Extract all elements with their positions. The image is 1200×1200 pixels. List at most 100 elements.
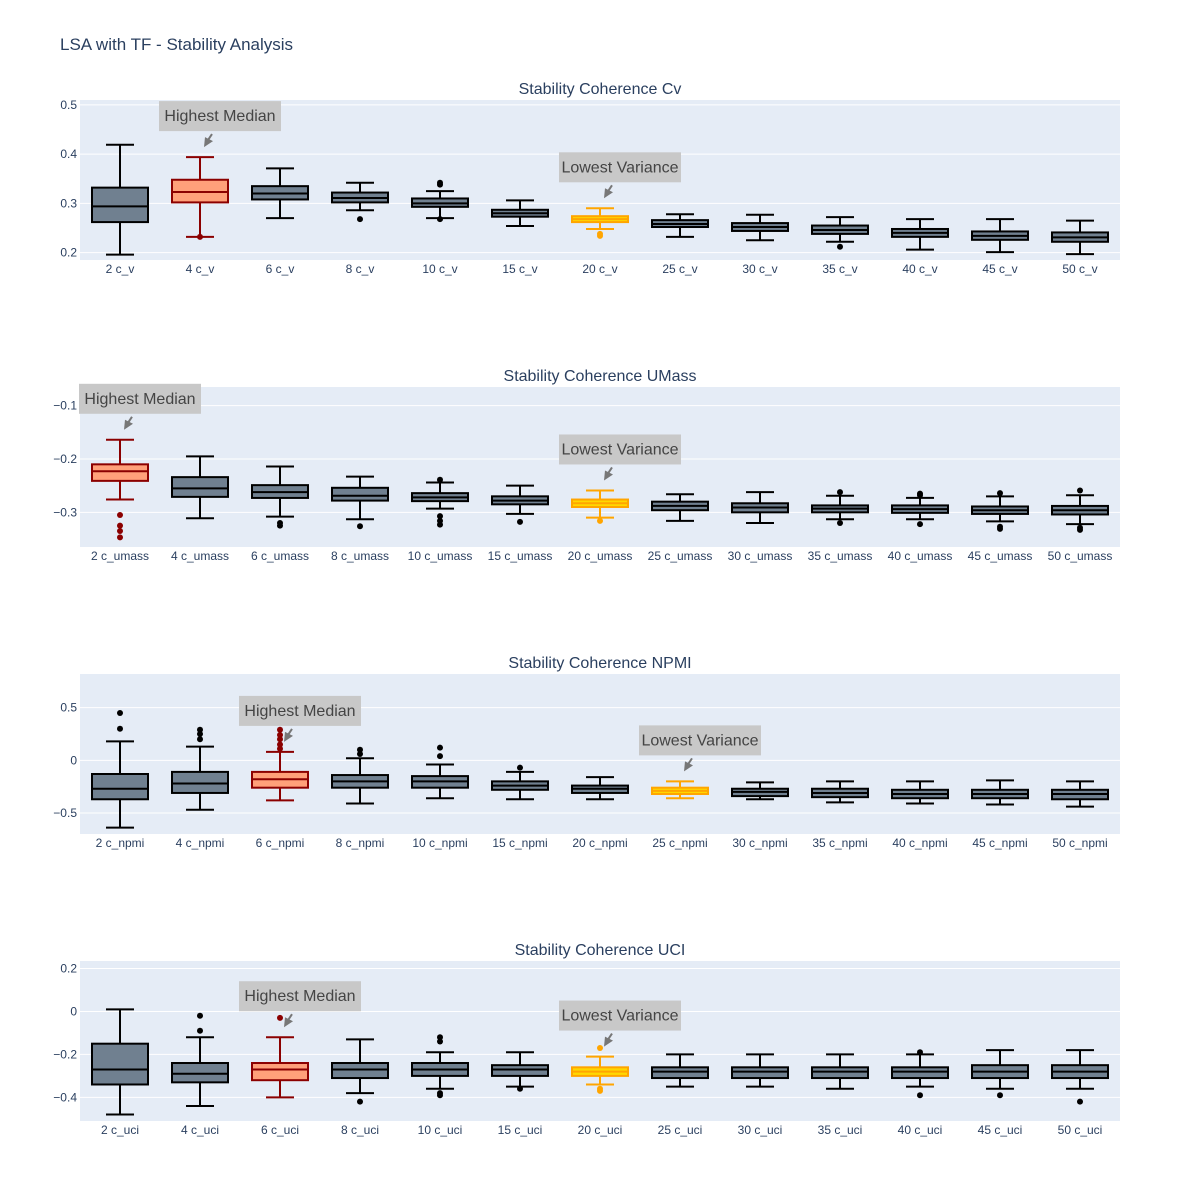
box-15-c_npmi xyxy=(491,764,549,801)
annotation-text: Highest Median xyxy=(84,391,195,408)
box-iqr xyxy=(491,1064,549,1077)
box-iqr xyxy=(331,486,389,502)
box-20-c_v xyxy=(571,207,629,239)
outlier-point xyxy=(437,521,443,528)
x-tick-label: 25 c_umass xyxy=(648,549,713,563)
outlier-point xyxy=(997,525,1003,532)
outlier-point xyxy=(437,216,443,223)
x-tick-label: 6 c_npmi xyxy=(256,836,305,850)
x-tick-label: 35 c_umass xyxy=(808,549,873,563)
x-tick-label: 35 c_uci xyxy=(818,1123,863,1137)
outlier-point xyxy=(117,522,123,529)
box-8-c_v xyxy=(331,181,389,223)
highest-median-annotation: Highest Median xyxy=(239,695,361,742)
box-6-c_uci xyxy=(251,1014,309,1099)
annotation-box xyxy=(79,383,201,414)
outlier-point xyxy=(197,726,203,733)
outlier-point xyxy=(277,741,283,748)
y-tick-label: 0 xyxy=(70,1004,77,1018)
x-tick-label: 2 c_umass xyxy=(91,549,149,563)
subplot-title: Stability Coherence Cv xyxy=(519,81,682,98)
annotation-text: Lowest Variance xyxy=(561,159,678,176)
box-8-c_umass xyxy=(331,475,389,530)
y-tick-label: 0.2 xyxy=(60,246,77,260)
y-tick-label: 0.5 xyxy=(60,98,77,112)
subplot-3: −0.5 0 0.5 Stability Coherence NPMI 2 c_npmi… xyxy=(53,655,1120,850)
annotation-box xyxy=(239,695,361,726)
box-35-c_npmi xyxy=(811,780,869,804)
outlier-point xyxy=(837,520,843,526)
outlier-point xyxy=(357,216,363,223)
lowest-variance-annotation: Lowest Variance xyxy=(639,725,761,772)
x-tick-label: 50 c_v xyxy=(1062,262,1097,276)
outlier-point xyxy=(597,1044,603,1051)
box-20-c_uci xyxy=(571,1044,629,1094)
x-tick-label: 10 c_npmi xyxy=(412,836,467,850)
outlier-point xyxy=(917,1092,923,1099)
subplot-title: Stability Coherence UMass xyxy=(504,368,697,385)
annotation-text: Highest Median xyxy=(244,703,355,720)
outlier-point xyxy=(917,521,923,528)
outlier-point xyxy=(357,1098,363,1105)
box-iqr xyxy=(731,1066,789,1080)
outlier-point xyxy=(1077,487,1083,494)
box-50-c_umass xyxy=(1051,487,1109,533)
annotation-arrowhead xyxy=(604,1036,613,1047)
outlier-point xyxy=(437,179,443,186)
x-tick-label: 4 c_uci xyxy=(181,1123,219,1137)
x-tick-label: 8 c_uci xyxy=(341,1123,379,1137)
box-2-c_uci xyxy=(91,1008,149,1116)
annotation-arrowhead xyxy=(604,470,613,481)
box-10-c_umass xyxy=(411,476,469,528)
outlier-point xyxy=(1077,526,1083,533)
box-40-c_uci xyxy=(891,1049,949,1099)
annotation-text: Highest Median xyxy=(164,108,275,125)
x-tick-label: 40 c_umass xyxy=(888,549,953,563)
box-10-c_uci xyxy=(411,1034,469,1099)
box-4-c_npmi xyxy=(171,726,229,811)
outlier-point xyxy=(597,230,603,237)
box-6-c_umass xyxy=(251,465,309,529)
outlier-point xyxy=(437,476,443,483)
outlier-point xyxy=(997,490,1003,497)
lowest-variance-annotation: Lowest Variance xyxy=(559,434,681,481)
box-45-c_uci xyxy=(971,1049,1029,1099)
box-6-c_npmi xyxy=(251,726,309,802)
outlier-point xyxy=(517,764,523,771)
y-tick-label: −0.2 xyxy=(53,452,77,466)
y-tick-label: −0.4 xyxy=(53,1090,77,1104)
x-tick-label: 15 c_npmi xyxy=(492,836,547,850)
outlier-point xyxy=(997,1092,1003,1099)
x-tick-label: 20 c_umass xyxy=(568,549,633,563)
box-40-c_umass xyxy=(891,490,949,528)
outlier-point xyxy=(437,744,443,751)
box-25-c_npmi xyxy=(651,780,709,800)
box-iqr xyxy=(171,770,229,794)
box-2-c_umass xyxy=(91,438,149,541)
box-30-c_npmi xyxy=(731,781,789,801)
box-40-c_npmi xyxy=(891,780,949,805)
annotation-box xyxy=(239,981,361,1012)
x-tick-label: 2 c_uci xyxy=(101,1123,139,1137)
outlier-point xyxy=(837,489,843,496)
x-tick-label: 30 c_v xyxy=(742,262,777,276)
x-tick-label: 50 c_uci xyxy=(1058,1123,1103,1137)
x-tick-label: 25 c_uci xyxy=(658,1123,703,1137)
lowest-variance-annotation: Lowest Variance xyxy=(559,1000,681,1047)
outlier-point xyxy=(917,1049,923,1056)
box-iqr xyxy=(651,1066,709,1080)
box-4-c_uci xyxy=(171,1012,229,1107)
box-45-c_umass xyxy=(971,490,1029,532)
outlier-point xyxy=(277,736,283,743)
box-20-c_npmi xyxy=(571,776,629,801)
box-4-c_umass xyxy=(171,455,229,520)
x-tick-label: 40 c_v xyxy=(902,262,937,276)
box-10-c_v xyxy=(411,179,469,223)
x-tick-label: 20 c_npmi xyxy=(572,836,627,850)
x-tick-label: 4 c_umass xyxy=(171,549,229,563)
outlier-point xyxy=(597,1087,603,1094)
x-tick-label: 45 c_npmi xyxy=(972,836,1027,850)
box-iqr xyxy=(251,1062,309,1082)
box-50-c_npmi xyxy=(1051,780,1109,808)
